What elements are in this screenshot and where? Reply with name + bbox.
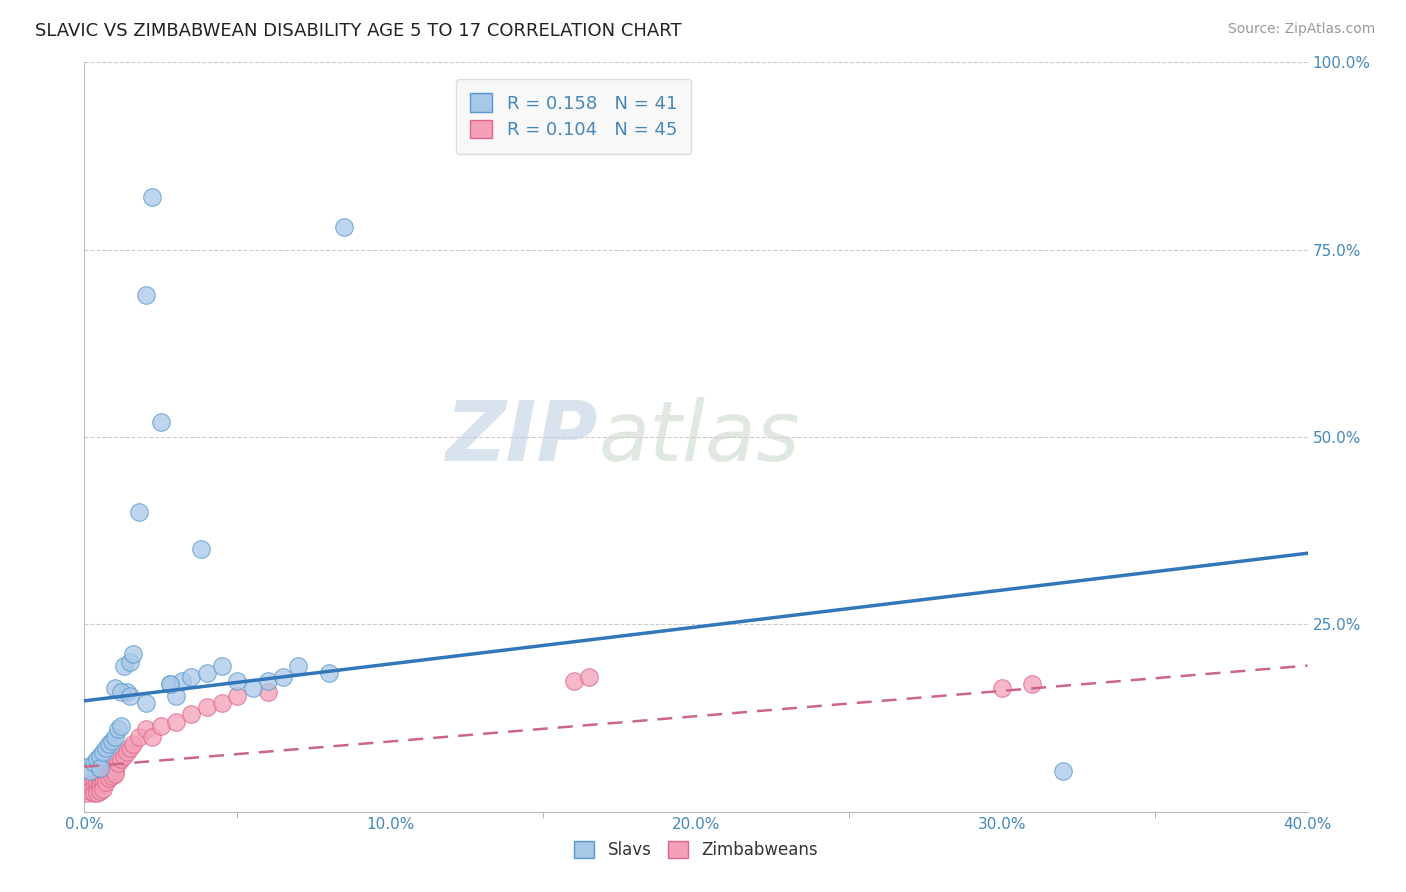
Point	[86, 786, 108, 800]
Point	[120, 741, 142, 756]
Point	[578, 670, 600, 684]
Point	[101, 769, 124, 783]
Point	[91, 771, 114, 785]
Point	[333, 220, 356, 235]
Point	[107, 756, 129, 770]
Point	[318, 666, 340, 681]
Point	[76, 782, 98, 797]
Point	[120, 689, 142, 703]
Point	[83, 786, 105, 800]
Point	[180, 670, 202, 684]
Point	[112, 748, 135, 763]
Point	[159, 677, 181, 691]
Text: ZIP: ZIP	[446, 397, 598, 477]
Point	[190, 542, 212, 557]
Point	[195, 666, 218, 681]
Point	[141, 730, 163, 744]
Point	[110, 752, 132, 766]
Point	[211, 658, 233, 673]
Point	[242, 681, 264, 695]
Point	[86, 776, 108, 790]
Point	[89, 779, 111, 793]
Point	[226, 673, 249, 688]
Point	[135, 723, 157, 737]
Point	[135, 696, 157, 710]
Point	[110, 718, 132, 732]
Text: atlas: atlas	[598, 397, 800, 477]
Legend: Slavs, Zimbabweans: Slavs, Zimbabweans	[565, 832, 827, 867]
Point	[94, 741, 117, 756]
Point	[180, 707, 202, 722]
Point	[110, 685, 132, 699]
Point	[149, 415, 172, 429]
Point	[1052, 764, 1074, 778]
Point	[91, 776, 114, 790]
Point	[101, 764, 124, 778]
Point	[120, 655, 142, 669]
Point	[165, 714, 187, 729]
Text: Source: ZipAtlas.com: Source: ZipAtlas.com	[1227, 22, 1375, 37]
Point	[104, 760, 127, 774]
Point	[128, 505, 150, 519]
Point	[86, 752, 108, 766]
Point	[91, 745, 114, 759]
Point	[89, 773, 111, 788]
Text: SLAVIC VS ZIMBABWEAN DISABILITY AGE 5 TO 17 CORRELATION CHART: SLAVIC VS ZIMBABWEAN DISABILITY AGE 5 TO…	[35, 22, 682, 40]
Point	[104, 681, 127, 695]
Point	[89, 748, 111, 763]
Point	[1021, 677, 1043, 691]
Point	[97, 771, 120, 785]
Point	[79, 764, 101, 778]
Point	[94, 774, 117, 789]
Point	[91, 782, 114, 797]
Point	[76, 760, 98, 774]
Point	[104, 764, 127, 778]
Point	[104, 730, 127, 744]
Point	[97, 765, 120, 780]
Point	[172, 673, 194, 688]
Point	[165, 689, 187, 703]
Point	[89, 783, 111, 797]
Point	[149, 718, 172, 732]
Point	[104, 767, 127, 781]
Point	[562, 673, 585, 688]
Point	[83, 780, 105, 795]
Point	[94, 769, 117, 783]
Point	[101, 733, 124, 747]
Point	[112, 658, 135, 673]
Point	[135, 287, 157, 301]
Point	[128, 730, 150, 744]
Point	[226, 689, 249, 703]
Point	[83, 756, 105, 770]
Point	[271, 670, 294, 684]
Point	[79, 779, 101, 793]
Point	[89, 761, 111, 775]
Point	[122, 648, 145, 662]
Point	[257, 685, 280, 699]
Point	[79, 783, 101, 797]
Point	[159, 677, 181, 691]
Point	[86, 782, 108, 797]
Point	[107, 723, 129, 737]
Point	[83, 774, 105, 789]
Point	[195, 699, 218, 714]
Point	[115, 745, 138, 759]
Point	[76, 786, 98, 800]
Point	[97, 737, 120, 751]
Point	[122, 737, 145, 751]
Point	[257, 673, 280, 688]
Point	[141, 190, 163, 204]
Point	[211, 696, 233, 710]
Point	[287, 658, 309, 673]
Point	[115, 685, 138, 699]
Point	[991, 681, 1014, 695]
